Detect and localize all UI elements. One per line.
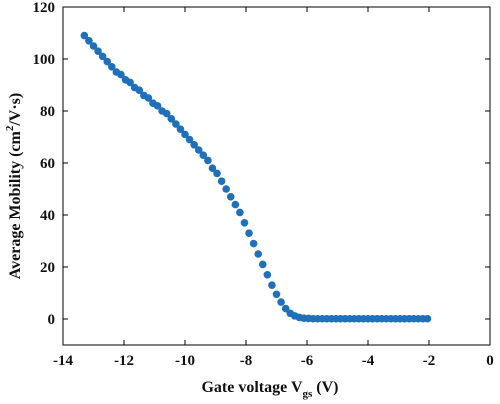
y-tick-label: 120 <box>33 0 56 16</box>
data-point <box>153 102 162 110</box>
y-tick-label: 20 <box>40 260 55 276</box>
data-points <box>80 31 432 323</box>
data-point <box>222 185 230 193</box>
y-tick-label: 80 <box>40 104 55 120</box>
x-tick-label: -2 <box>423 353 436 369</box>
data-point <box>231 200 240 209</box>
x-tick-label: -10 <box>175 353 195 369</box>
data-point <box>162 109 171 118</box>
data-point <box>208 164 217 172</box>
data-point <box>94 47 102 55</box>
y-axis-title: Average Mobility (cm2/V·s) <box>4 93 24 279</box>
data-point <box>176 125 185 133</box>
data-point <box>108 63 116 71</box>
data-point <box>172 120 180 128</box>
data-point <box>423 314 432 323</box>
data-point <box>226 193 235 201</box>
data-point <box>217 177 226 185</box>
data-point <box>277 298 285 306</box>
y-tick-label: 100 <box>33 52 56 68</box>
data-point <box>263 271 272 279</box>
x-tick-label: 0 <box>486 353 494 369</box>
data-point <box>240 219 249 227</box>
data-point <box>272 290 281 299</box>
data-point <box>126 78 134 87</box>
x-tick-label: -4 <box>362 353 375 369</box>
data-point <box>89 42 98 50</box>
data-point <box>144 94 153 102</box>
data-point <box>245 229 253 237</box>
data-point <box>236 208 244 217</box>
data-point <box>254 250 262 258</box>
data-point <box>98 52 107 61</box>
x-axis-title: Gate voltage Vgs (V) <box>201 379 338 400</box>
data-point <box>204 156 212 165</box>
x-tick-label: -12 <box>114 353 134 369</box>
data-point <box>268 281 276 290</box>
data-point <box>258 260 267 269</box>
data-point <box>199 151 208 159</box>
axis-ticks: -14 -12 -10 -8 -6 -4 -2 0 0 20 40 60 80 100 120 <box>33 0 494 369</box>
y-tick-label: 40 <box>40 208 55 224</box>
x-tick-label: -6 <box>301 353 314 369</box>
data-point <box>213 169 221 178</box>
data-point <box>135 86 144 94</box>
data-point <box>117 70 125 79</box>
plot-frame <box>62 6 491 346</box>
data-point <box>103 57 112 66</box>
x-tick-label: -14 <box>53 353 73 369</box>
data-point <box>167 115 176 123</box>
data-point <box>281 304 290 313</box>
x-tick-label: -8 <box>240 353 253 369</box>
data-point <box>185 135 194 144</box>
data-point <box>190 141 198 149</box>
plot-area <box>62 6 491 346</box>
data-point <box>85 37 93 45</box>
data-point <box>194 146 203 154</box>
data-point <box>181 130 189 139</box>
data-point <box>249 239 258 248</box>
y-tick-label: 0 <box>48 312 56 328</box>
y-tick-label: 60 <box>40 156 55 172</box>
data-point <box>80 31 89 40</box>
